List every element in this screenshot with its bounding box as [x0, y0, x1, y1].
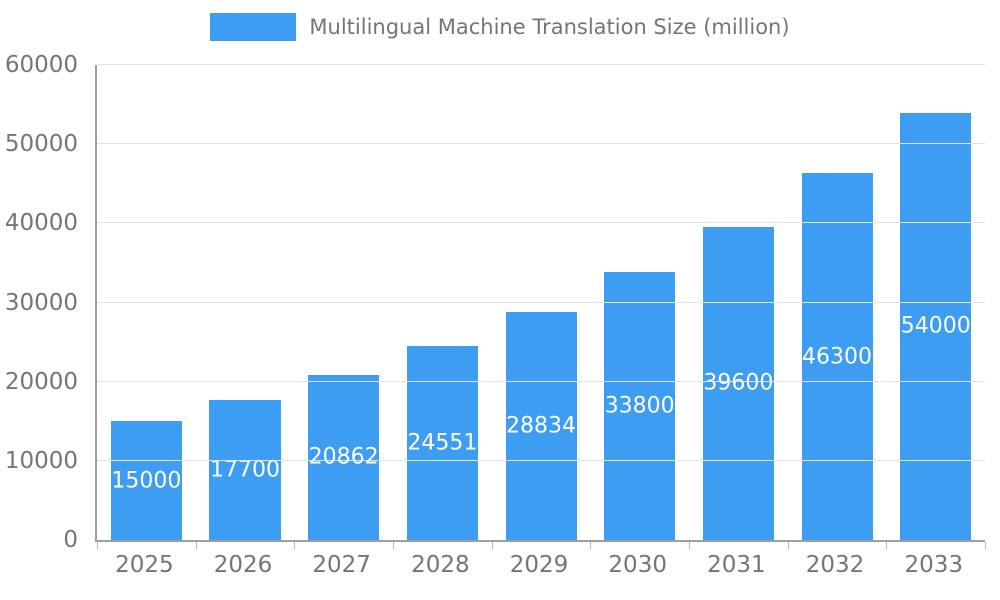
bar-value-label: 28834 [506, 413, 577, 439]
x-tick-label: 2028 [411, 552, 470, 578]
x-tick-label: 2026 [213, 552, 273, 578]
bar-2028[interactable]: 24551 [406, 345, 478, 540]
bar-value-label: 20862 [308, 444, 379, 470]
legend: Multilingual Machine Translation Size (m… [0, 13, 1000, 41]
bar-2033[interactable]: 54000 [900, 112, 972, 540]
x-tick-label: 2029 [509, 552, 569, 578]
x-tick-mark [195, 542, 197, 549]
y-tick-label: 40000 [4, 210, 78, 237]
plot-area: 15000 17700 20862 24551 28834 33800 39600 46300… [95, 64, 986, 549]
x-tick-label: 2030 [608, 552, 667, 578]
gridline [97, 301, 985, 303]
bar-2030[interactable]: 33800 [604, 272, 676, 540]
bar-slot: 15000 [97, 65, 196, 540]
y-tick-label: 50000 [4, 131, 78, 158]
bar-slot: 46300 [788, 65, 887, 540]
x-tick-mark [985, 542, 986, 549]
x-tick-mark [97, 542, 98, 549]
gridline [97, 222, 985, 224]
bar-slot: 24551 [393, 65, 492, 540]
x-tick-label: 2032 [805, 552, 865, 578]
gridline [97, 143, 985, 145]
bar-2029[interactable]: 28834 [505, 311, 577, 540]
bars: 15000 17700 20862 24551 28834 33800 39600 46300… [97, 65, 985, 540]
legend-swatch [210, 13, 297, 41]
bar-slot: 28834 [492, 65, 591, 540]
gridline [97, 380, 985, 382]
x-tick-label: 2027 [312, 552, 371, 578]
x-axis-labels: 2025 2026 2027 2028 2029 2030 2031 2032 2033 [95, 552, 983, 578]
bar-slot: 17700 [196, 65, 295, 540]
x-tick-label: 2031 [707, 552, 766, 578]
bar-value-label: 15000 [111, 468, 182, 494]
y-tick-label: 60000 [4, 52, 78, 78]
bar-slot: 39600 [689, 65, 788, 540]
x-tick-mark [590, 542, 592, 549]
bar-value-label: 33800 [604, 393, 675, 419]
y-axis-labels: 0 10000 20000 30000 40000 50000 60000 [0, 52, 86, 553]
x-tick-label: 2033 [904, 552, 963, 578]
bar-value-label: 17700 [210, 457, 280, 483]
bar-value-label: 54000 [900, 313, 971, 339]
bar-value-label: 24551 [407, 430, 478, 456]
y-tick-label: 30000 [4, 289, 78, 316]
legend-label: Multilingual Machine Translation Size (m… [309, 15, 790, 39]
bar-slot: 20862 [294, 65, 393, 540]
x-tick-mark [688, 542, 690, 549]
x-tick-mark [491, 542, 493, 549]
bar-2032[interactable]: 46300 [801, 173, 873, 540]
y-tick-label: 20000 [4, 368, 78, 395]
bar-slot: 33800 [590, 65, 689, 540]
x-tick-label: 2025 [115, 552, 174, 578]
gridline [97, 64, 985, 65]
y-tick-label: 0 [63, 527, 78, 553]
bar-2027[interactable]: 20862 [308, 374, 380, 540]
x-tick-mark [787, 542, 789, 549]
x-tick-mark [294, 542, 296, 549]
bar-2026[interactable]: 17700 [209, 399, 281, 540]
bar-slot: 54000 [886, 65, 985, 540]
bar-2031[interactable]: 39600 [702, 226, 774, 540]
y-tick-label: 10000 [4, 447, 78, 474]
x-tick-mark [886, 542, 888, 549]
gridline [97, 459, 985, 461]
x-tick-mark [392, 542, 394, 549]
bar-value-label: 46300 [802, 344, 873, 370]
bar-2025[interactable]: 15000 [110, 421, 182, 540]
bar-value-label: 39600 [703, 370, 774, 396]
